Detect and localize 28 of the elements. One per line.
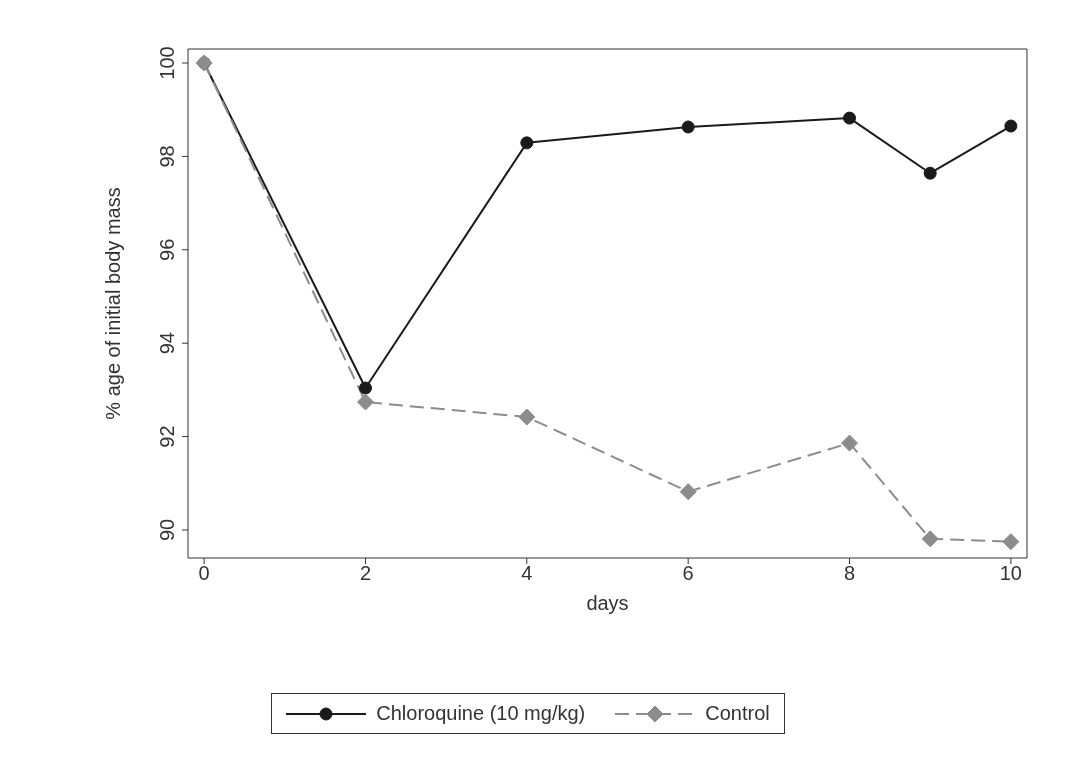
x-tick-label: 8 [843,562,856,585]
x-tick-label: 0 [198,562,210,585]
point [1004,119,1018,133]
point [679,483,697,501]
x-tick-label: 10 [999,562,1022,585]
y-tick-label: 100 [156,46,178,80]
x-tick-label: 6 [682,562,694,585]
legend-label: Control [705,702,770,725]
point [843,111,857,125]
x-axis-title: days [586,592,629,614]
point [1002,533,1020,551]
y-tick-label: 92 [156,425,178,448]
point [681,120,695,134]
y-tick-label: 90 [156,518,178,542]
y-tick-label: 96 [156,238,178,261]
point [841,434,859,452]
y-tick-label: 94 [156,332,178,355]
y-axis-title: % age of initial body mass [102,187,125,420]
point [520,136,534,150]
x-tick-label: 4 [521,562,533,585]
legend-label: Chloroquine (10 mg/kg) [376,702,586,725]
point [358,381,372,395]
y-tick-label: 98 [156,145,178,168]
x-tick-label: 2 [359,562,372,585]
point [923,166,937,180]
point [518,408,536,426]
point [921,530,939,548]
point [356,393,374,411]
